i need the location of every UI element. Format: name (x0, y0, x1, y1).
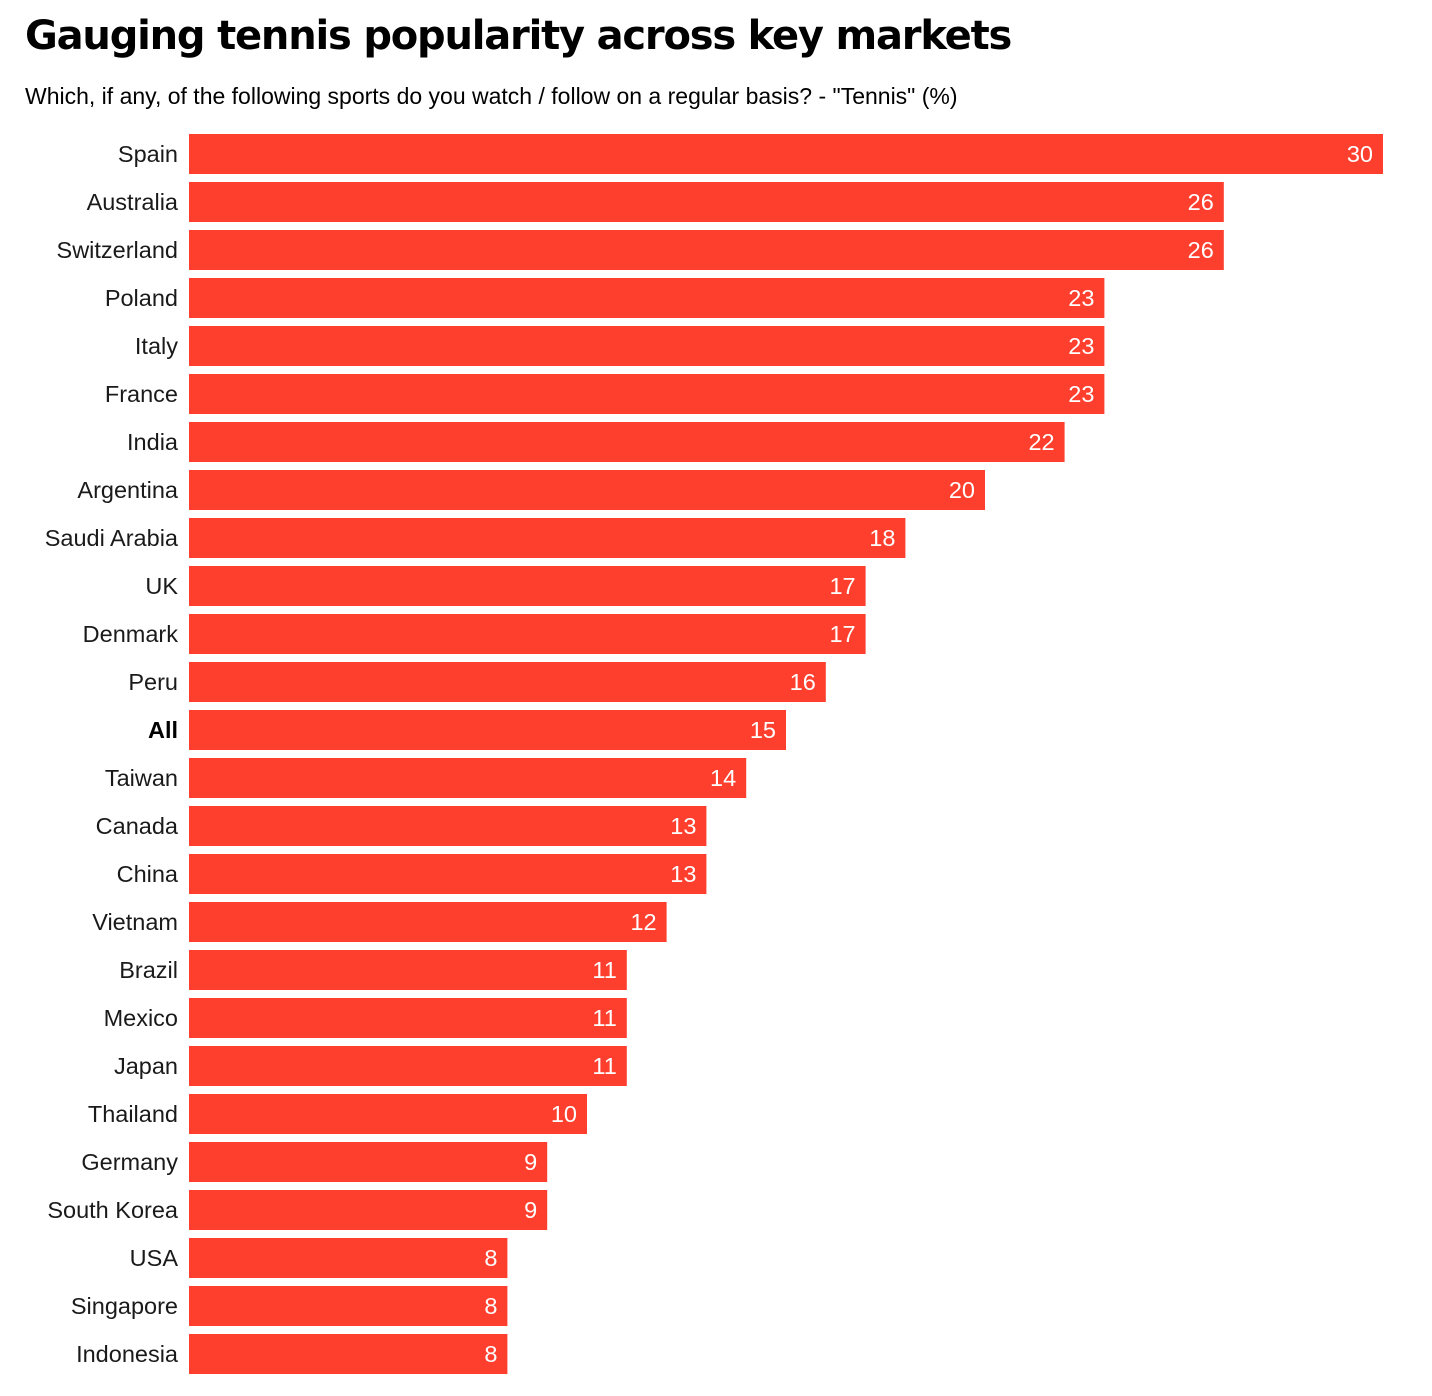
value-label-germany: 9 (524, 1149, 537, 1175)
value-label-poland: 23 (1068, 285, 1094, 311)
value-label-japan: 11 (592, 1053, 616, 1079)
bar-italy (189, 326, 1105, 366)
category-label-south-korea: South Korea (47, 1197, 179, 1223)
category-label-usa: USA (130, 1245, 179, 1271)
category-label-germany: Germany (81, 1149, 178, 1175)
bar-taiwan (189, 758, 747, 798)
category-label-thailand: Thailand (88, 1101, 178, 1127)
bar-peru (189, 662, 826, 702)
category-label-indonesia: Indonesia (76, 1341, 179, 1367)
chart-title: Gauging tennis popularity across key mar… (25, 13, 1012, 59)
value-label-taiwan: 14 (710, 765, 736, 791)
category-label-argentina: Argentina (77, 477, 179, 503)
value-label-china: 13 (670, 861, 696, 887)
value-label-uk: 17 (829, 573, 855, 599)
value-label-italy: 23 (1068, 333, 1094, 359)
bar-denmark (189, 614, 866, 654)
bar-south-korea (189, 1190, 548, 1230)
category-label-spain: Spain (118, 141, 178, 167)
category-label-poland: Poland (105, 285, 178, 311)
bar-usa (189, 1238, 508, 1278)
value-label-argentina: 20 (949, 477, 975, 503)
bar-vietnam (189, 902, 667, 942)
category-label-taiwan: Taiwan (105, 765, 178, 791)
bar-saudi-arabia (189, 518, 906, 558)
bar-japan (189, 1046, 627, 1086)
value-label-australia: 26 (1188, 189, 1214, 215)
value-label-canada: 13 (670, 813, 696, 839)
category-label-brazil: Brazil (119, 957, 178, 983)
bar-all (189, 710, 786, 750)
value-label-india: 22 (1028, 429, 1054, 455)
bar-uk (189, 566, 866, 606)
category-label-switzerland: Switzerland (57, 237, 178, 263)
category-label-india: India (127, 429, 179, 455)
bar-brazil (189, 950, 627, 990)
value-label-brazil: 11 (592, 957, 616, 983)
value-label-indonesia: 8 (484, 1341, 497, 1367)
category-label-italy: Italy (135, 333, 178, 359)
bar-singapore (189, 1286, 508, 1326)
value-label-usa: 8 (484, 1245, 497, 1271)
value-label-france: 23 (1068, 381, 1094, 407)
chart-subtitle: Which, if any, of the following sports d… (25, 83, 958, 109)
category-label-mexico: Mexico (104, 1005, 178, 1031)
value-label-all: 15 (750, 717, 776, 743)
category-label-france: France (105, 381, 178, 407)
value-label-mexico: 11 (592, 1005, 616, 1031)
bar-indonesia (189, 1334, 508, 1374)
value-label-spain: 30 (1347, 141, 1373, 167)
value-label-peru: 16 (790, 669, 816, 695)
bar-thailand (189, 1094, 587, 1134)
bar-canada (189, 806, 707, 846)
bar-argentina (189, 470, 985, 510)
bar-france (189, 374, 1105, 414)
value-label-thailand: 10 (551, 1101, 577, 1127)
category-label-singapore: Singapore (71, 1293, 178, 1319)
category-label-denmark: Denmark (83, 621, 179, 647)
category-label-saudi-arabia: Saudi Arabia (45, 525, 179, 551)
bar-china (189, 854, 707, 894)
category-label-canada: Canada (96, 813, 179, 839)
bar-mexico (189, 998, 627, 1038)
value-label-vietnam: 12 (630, 909, 656, 935)
category-label-peru: Peru (128, 669, 178, 695)
category-label-china: China (117, 861, 179, 887)
value-label-switzerland: 26 (1188, 237, 1214, 263)
bar-switzerland (189, 230, 1224, 270)
category-label-uk: UK (145, 573, 178, 599)
value-label-denmark: 17 (829, 621, 855, 647)
value-label-saudi-arabia: 18 (869, 525, 895, 551)
category-label-japan: Japan (114, 1053, 178, 1079)
bar-poland (189, 278, 1105, 318)
value-label-singapore: 8 (484, 1293, 497, 1319)
category-label-vietnam: Vietnam (92, 909, 178, 935)
category-label-australia: Australia (87, 189, 179, 215)
category-label-all: All (148, 717, 178, 743)
bar-australia (189, 182, 1224, 222)
bar-germany (189, 1142, 548, 1182)
bar-india (189, 422, 1065, 462)
bar-spain (189, 134, 1383, 174)
value-label-south-korea: 9 (524, 1197, 537, 1223)
